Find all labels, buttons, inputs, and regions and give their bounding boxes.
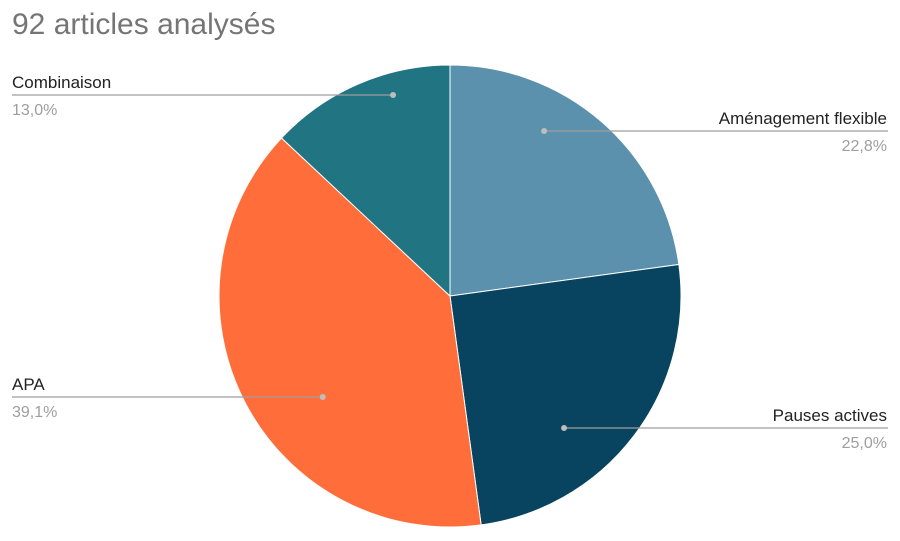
callout-dot-amenagement-flexible xyxy=(541,128,548,134)
callout-dot-combinaison xyxy=(390,92,397,98)
pie-slice-combinaison xyxy=(280,64,451,298)
slice-value-apa: 39,1% xyxy=(12,404,57,421)
slice-value-combinaison: 13,0% xyxy=(12,102,57,119)
callout-dot-apa xyxy=(319,394,326,400)
slice-value-amenagement-flexible: 22,8% xyxy=(842,138,887,155)
slice-value-pauses-actives: 25,0% xyxy=(842,435,887,452)
slice-label-apa: APA xyxy=(12,375,45,394)
pie-slice-amenagement-flexible xyxy=(449,64,680,297)
pie-slice-apa xyxy=(218,137,482,528)
slice-label-combinaison: Combinaison xyxy=(12,73,111,92)
slice-label-amenagement-flexible: Aménagement flexible xyxy=(719,109,887,128)
pie-slice-pauses-actives xyxy=(449,263,682,526)
callout-dot-pauses-actives xyxy=(561,425,568,431)
slice-label-pauses-actives: Pauses actives xyxy=(773,406,887,425)
chart-title: 92 articles analysés xyxy=(12,8,276,41)
